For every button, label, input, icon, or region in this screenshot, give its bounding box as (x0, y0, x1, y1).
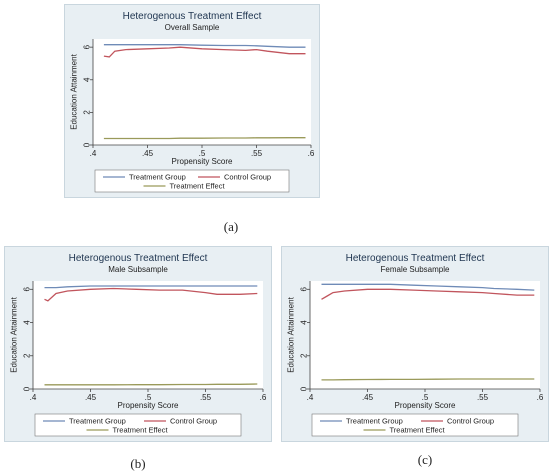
legend-label-treatment: Treatment Group (69, 417, 126, 426)
x-tick-label: .6 (308, 149, 315, 158)
chart-title: Heterogenous Treatment Effect (69, 253, 208, 264)
series-line-effect (321, 378, 535, 381)
chart-panel-male: Heterogenous Treatment Effect Male Subsam… (4, 246, 272, 442)
plot-area (93, 39, 311, 145)
caption-b: (b) (130, 456, 146, 471)
legend-label-treatment: Treatment Group (129, 173, 186, 182)
legend-label-effect: Treatment Effect (390, 426, 446, 435)
chart-subtitle: Male Subsample (108, 265, 168, 274)
chart-subtitle: Female Subsample (381, 265, 450, 274)
x-tick-label: .5 (145, 393, 152, 402)
chart-subtitle: Overall Sample (165, 23, 220, 32)
series-line-control (103, 46, 306, 58)
y-tick-label: 6 (83, 44, 92, 49)
chart-title: Heterogenous Treatment Effect (123, 11, 262, 22)
x-tick-label: .4 (307, 393, 314, 402)
x-tick-label: .45 (362, 393, 374, 402)
caption-c: (c) (417, 452, 433, 467)
y-axis-label: Education Attainment (10, 296, 19, 372)
y-tick-label: 6 (300, 287, 309, 292)
y-tick-label: 6 (23, 287, 32, 292)
legend-label-control: Control Group (170, 417, 217, 426)
chart-panel-female: Heterogenous Treatment Effect Female Subs… (281, 246, 549, 442)
series-line-effect (103, 137, 306, 140)
plot-area (33, 281, 263, 389)
x-axis-label: Propensity Score (118, 401, 179, 410)
legend-label-treatment: Treatment Group (346, 417, 403, 426)
plot-area (310, 281, 540, 389)
x-tick-label: .55 (200, 393, 212, 402)
x-tick-label: .55 (477, 393, 489, 402)
chart-panel-overall: Heterogenous Treatment Effect Overall Sam… (64, 4, 320, 198)
y-tick-label: 4 (83, 77, 92, 82)
y-tick-label: 4 (23, 320, 32, 325)
y-tick-label: 2 (23, 353, 32, 358)
y-tick-label: 0 (300, 386, 309, 391)
x-tick-label: .45 (85, 393, 97, 402)
legend-label-control: Control Group (224, 173, 271, 182)
series-line-treatment (321, 283, 535, 291)
legend-label-effect: Treatment Effect (113, 426, 169, 435)
caption-a: (a) (223, 219, 239, 234)
y-tick-label: 2 (300, 353, 309, 358)
series-line-effect (44, 383, 258, 386)
series-line-control (321, 288, 535, 300)
series-line-control (44, 287, 258, 302)
x-tick-label: .4 (30, 393, 37, 402)
x-tick-label: .5 (422, 393, 429, 402)
y-tick-label: 0 (83, 142, 92, 147)
x-axis-label: Propensity Score (172, 157, 233, 166)
x-tick-label: .4 (90, 149, 97, 158)
y-axis-label: Education Attainment (287, 296, 296, 372)
legend-label-control: Control Group (447, 417, 494, 426)
series-line-treatment (44, 285, 258, 289)
legend-label-effect: Treatment Effect (170, 182, 226, 191)
y-tick-label: 4 (300, 320, 309, 325)
x-tick-label: .6 (537, 393, 544, 402)
x-tick-label: .45 (142, 149, 154, 158)
x-tick-label: .6 (260, 393, 267, 402)
x-tick-label: .55 (251, 149, 263, 158)
y-axis-label: Education Attainment (70, 53, 79, 129)
x-axis-label: Propensity Score (395, 401, 456, 410)
y-tick-label: 0 (23, 386, 32, 391)
x-tick-label: .5 (199, 149, 206, 158)
y-tick-label: 2 (83, 110, 92, 115)
series-line-treatment (103, 44, 306, 48)
chart-title: Heterogenous Treatment Effect (346, 253, 485, 264)
